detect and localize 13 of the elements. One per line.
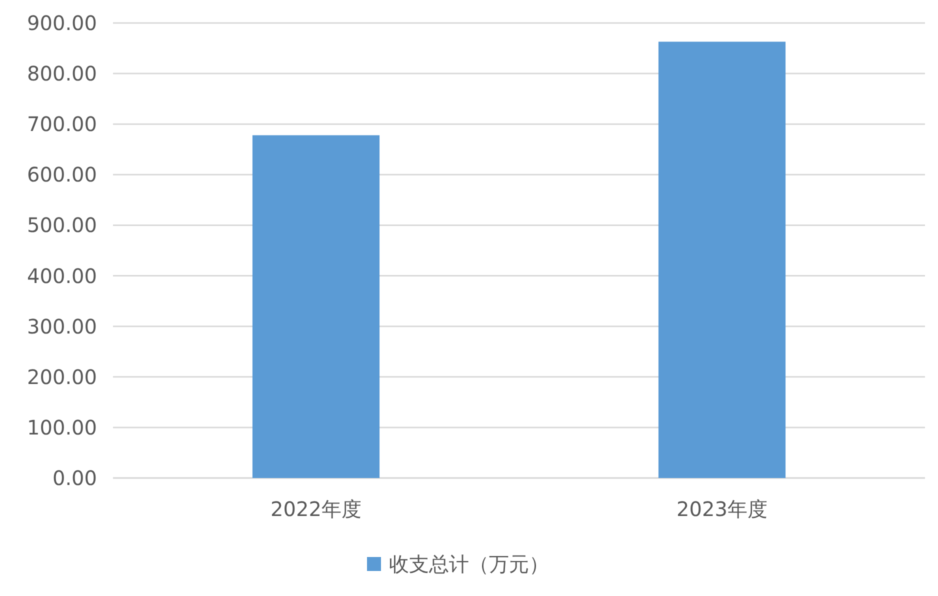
- y-tick-label: 100.00: [27, 415, 97, 440]
- y-tick-label: 0.00: [52, 466, 97, 490]
- x-tick-label: 2022年度: [270, 497, 362, 521]
- y-tick-label: 900.00: [27, 11, 97, 35]
- legend-label: 收支总计（万元）: [389, 552, 549, 576]
- x-tick-label: 2023年度: [676, 497, 768, 521]
- y-tick-label: 800.00: [27, 62, 97, 86]
- y-tick-label: 700.00: [27, 112, 97, 136]
- y-tick-label: 600.00: [27, 162, 97, 187]
- y-tick-label: 200.00: [27, 364, 97, 389]
- y-tick-label: 500.00: [27, 213, 97, 238]
- y-tick-label: 300.00: [27, 314, 97, 338]
- y-tick-label: 400.00: [27, 264, 97, 288]
